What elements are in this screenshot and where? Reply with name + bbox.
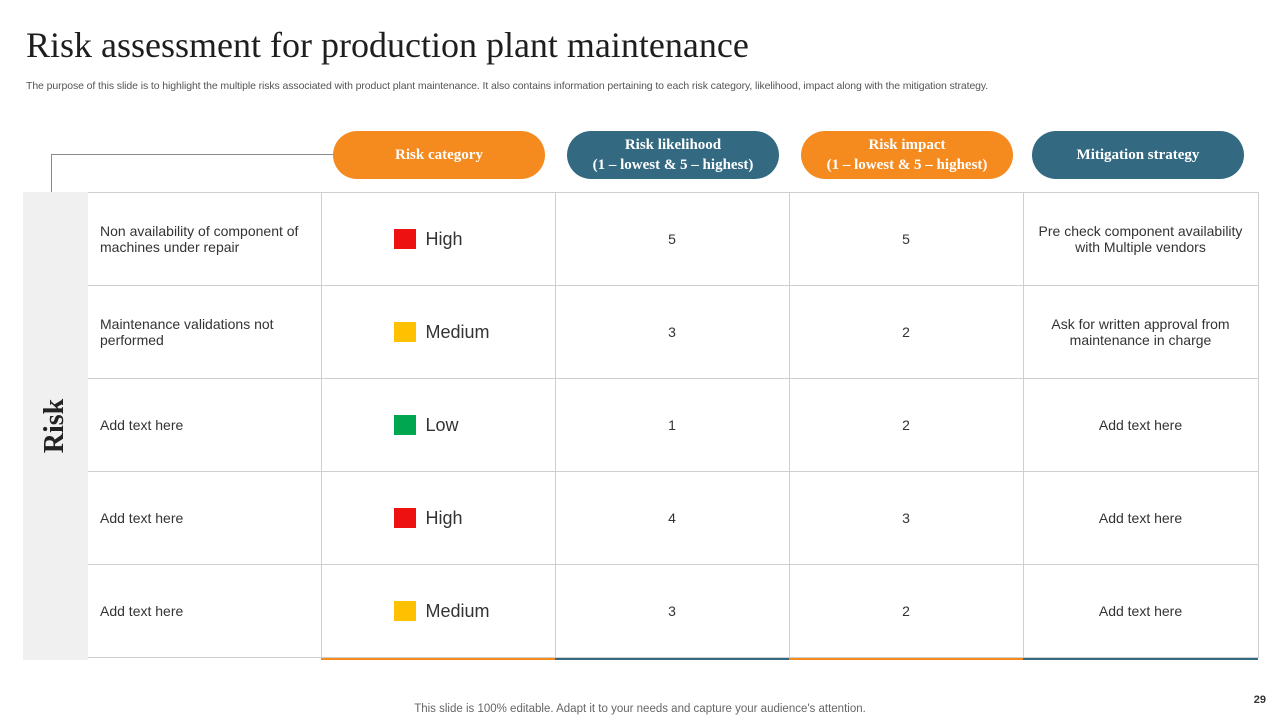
column-accent-line — [555, 658, 789, 660]
mitigation-cell: Pre check component availability with Mu… — [1022, 192, 1259, 286]
impact-cell: 2 — [788, 285, 1024, 379]
impact-cell: 2 — [788, 378, 1024, 472]
risk-side-bar: Risk — [23, 192, 88, 660]
risk-table: Non availability of component of machine… — [88, 192, 1259, 658]
impact-cell: 3 — [788, 471, 1024, 565]
likelihood-cell: 3 — [554, 564, 790, 658]
mitigation-cell: Add text here — [1022, 564, 1259, 658]
mitigation-cell: Add text here — [1022, 378, 1259, 472]
category-label: Medium — [425, 321, 490, 342]
table-row: Non availability of component of machine… — [88, 192, 1259, 286]
header-risk-impact: Risk impact (1 – lowest & 5 – highest) — [801, 131, 1013, 179]
column-accent-line — [321, 658, 555, 660]
table-row: Add text here Low 1 2 Add text here — [88, 378, 1259, 472]
slide-subtitle: The purpose of this slide is to highligh… — [26, 80, 989, 92]
column-accent-line — [789, 658, 1023, 660]
header-label: Risk impact — [868, 137, 946, 153]
header-sublabel: (1 – lowest & 5 – highest) — [826, 157, 988, 173]
impact-cell: 2 — [788, 564, 1024, 658]
likelihood-cell: 4 — [554, 471, 790, 565]
header-mitigation-strategy: Mitigation strategy — [1032, 131, 1244, 179]
high-risk-swatch-icon — [393, 229, 416, 249]
slide-title: Risk assessment for production plant mai… — [26, 25, 749, 65]
table-row: Maintenance validations not performed Me… — [88, 285, 1259, 379]
likelihood-cell: 5 — [554, 192, 790, 286]
category-label: High — [425, 507, 463, 528]
header-label: Mitigation strategy — [1076, 147, 1200, 163]
column-accent-line — [1023, 658, 1258, 660]
category-label: Low — [425, 414, 459, 435]
likelihood-cell: 3 — [554, 285, 790, 379]
risk-cell: Add text here — [88, 378, 322, 472]
header-risk-category: Risk category — [333, 131, 545, 179]
category-label: High — [425, 228, 463, 249]
mitigation-cell: Ask for written approval from maintenanc… — [1022, 285, 1259, 379]
connector-line — [51, 154, 341, 155]
header-sublabel: (1 – lowest & 5 – highest) — [592, 157, 754, 173]
page-number: 29 — [1253, 694, 1266, 706]
category-cell: Medium — [320, 285, 556, 379]
header-risk-likelihood: Risk likelihood (1 – lowest & 5 – highes… — [567, 131, 779, 179]
medium-risk-swatch-icon — [393, 322, 416, 342]
table-row: Add text here Medium 3 2 Add text here — [88, 564, 1259, 658]
low-risk-swatch-icon — [393, 415, 416, 435]
risk-cell: Add text here — [88, 471, 322, 565]
footer-note: This slide is 100% editable. Adapt it to… — [414, 703, 866, 715]
mitigation-cell: Add text here — [1022, 471, 1259, 565]
risk-cell: Add text here — [88, 564, 322, 658]
medium-risk-swatch-icon — [393, 601, 416, 621]
high-risk-swatch-icon — [393, 508, 416, 528]
table-row: Add text here High 4 3 Add text here — [88, 471, 1259, 565]
header-label: Risk likelihood — [624, 137, 722, 153]
category-cell: High — [320, 192, 556, 286]
risk-cell: Non availability of component of machine… — [88, 192, 322, 286]
category-cell: Low — [320, 378, 556, 472]
likelihood-cell: 1 — [554, 378, 790, 472]
category-cell: Medium — [320, 564, 556, 658]
risk-cell: Maintenance validations not performed — [88, 285, 322, 379]
category-cell: High — [320, 471, 556, 565]
impact-cell: 5 — [788, 192, 1024, 286]
category-label: Medium — [425, 600, 490, 621]
risk-side-label: Risk — [39, 398, 71, 454]
header-label: Risk category — [395, 147, 483, 163]
